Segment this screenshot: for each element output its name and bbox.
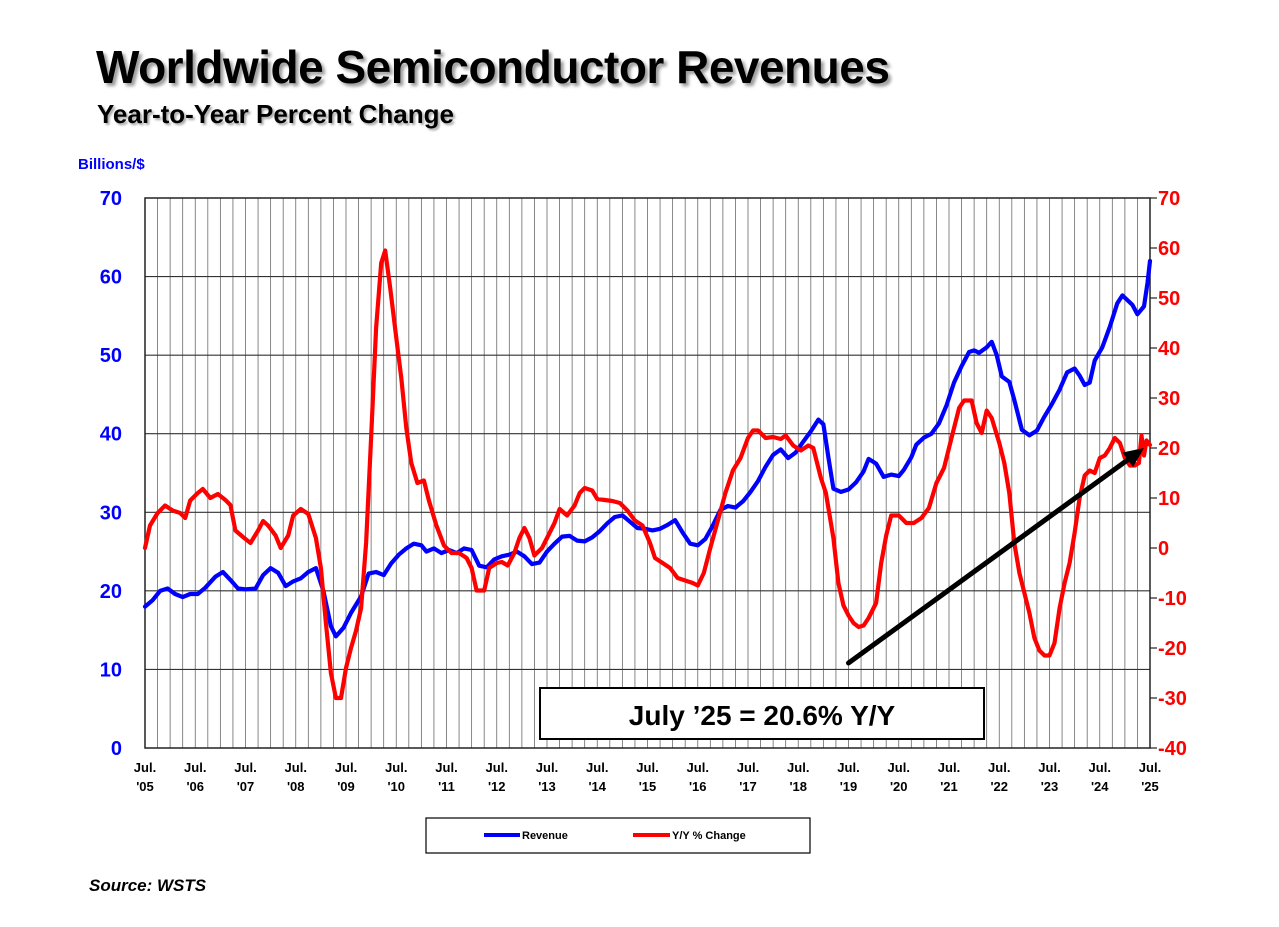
x-axis-ticks: Jul. '05 Jul. '06 Jul. '07 Jul. '08 Jul. '09 Jul. '… <box>134 760 1161 794</box>
x-tick-label-month: Jul. <box>1089 760 1111 775</box>
x-tick-label-month: Jul. <box>134 760 156 775</box>
right-tick-label: 70 <box>1158 188 1180 210</box>
x-tick-label-month: Jul. <box>988 760 1010 775</box>
left-tick-label: 20 <box>100 581 122 603</box>
x-tick-label-year: '25 <box>1141 779 1159 794</box>
x-tick-label-year: '18 <box>789 779 807 794</box>
right-tick-label: 30 <box>1158 388 1180 410</box>
trend-arrow-shaft <box>846 457 1131 666</box>
left-tick-label: 50 <box>100 345 122 367</box>
x-tick-label-year: '24 <box>1091 779 1109 794</box>
right-tick-label: -40 <box>1158 738 1187 760</box>
right-tick-label: 10 <box>1158 488 1180 510</box>
x-tick-label-year: '23 <box>1041 779 1059 794</box>
left-axis-ticks: 0 10 20 30 40 50 60 70 <box>100 188 122 760</box>
x-tick-label-year: '13 <box>538 779 556 794</box>
left-tick-label: 10 <box>100 659 122 681</box>
x-tick-label-year: '12 <box>488 779 506 794</box>
x-tick-label-year: '11 <box>438 779 455 794</box>
source-note: Source: WSTS <box>89 876 207 895</box>
x-tick-label-month: Jul. <box>536 760 558 775</box>
x-tick-label-year: '16 <box>689 779 707 794</box>
left-tick-label: 30 <box>100 502 122 524</box>
left-tick-label: 0 <box>111 738 122 760</box>
x-tick-label-year: '05 <box>136 779 154 794</box>
trend-arrow-head <box>1122 448 1144 467</box>
x-tick-label-month: Jul. <box>787 760 809 775</box>
left-tick-label: 60 <box>100 267 122 289</box>
right-axis-ticks: -40 -30 -20 -10 0 10 20 30 40 50 60 70 <box>1150 188 1187 760</box>
x-tick-label-year: '08 <box>287 779 305 794</box>
x-tick-label-month: Jul. <box>285 760 307 775</box>
x-tick-label-year: '07 <box>237 779 255 794</box>
right-tick-label: -30 <box>1158 688 1187 710</box>
x-tick-label-year: '20 <box>890 779 908 794</box>
x-tick-label-month: Jul. <box>737 760 759 775</box>
x-tick-label-year: '14 <box>588 779 606 794</box>
x-tick-label-year: '19 <box>840 779 858 794</box>
left-tick-label: 40 <box>100 424 122 446</box>
right-tick-label: 40 <box>1158 338 1180 360</box>
x-tick-label-month: Jul. <box>234 760 256 775</box>
legend-yoy-label: Y/Y % Change <box>672 830 746 842</box>
x-tick-label-month: Jul. <box>335 760 357 775</box>
legend: Revenue Y/Y % Change <box>425 817 811 854</box>
x-tick-label-month: Jul. <box>184 760 206 775</box>
revenue-series-line <box>142 258 1153 639</box>
x-tick-label-month: Jul. <box>636 760 658 775</box>
right-tick-label: 50 <box>1158 288 1180 310</box>
x-tick-label-month: Jul. <box>586 760 608 775</box>
x-tick-label-year: '15 <box>639 779 657 794</box>
x-tick-label-month: Jul. <box>1038 760 1060 775</box>
legend-revenue-label: Revenue <box>522 830 568 842</box>
x-tick-label-month: Jul. <box>837 760 859 775</box>
left-axis-label: Billions/$ <box>78 156 145 173</box>
chart-title: Worldwide Semiconductor Revenues <box>96 41 890 93</box>
x-tick-label-year: '21 <box>940 779 958 794</box>
left-tick-label: 70 <box>100 188 122 210</box>
series-lines <box>142 248 1153 701</box>
x-tick-label-year: '06 <box>186 779 204 794</box>
plot-frame <box>144 197 1151 749</box>
right-tick-label: 0 <box>1158 538 1169 560</box>
x-tick-label-month: Jul. <box>888 760 910 775</box>
right-tick-label: -20 <box>1158 638 1187 660</box>
x-tick-label-month: Jul. <box>385 760 407 775</box>
chart-subtitle: Year-to-Year Percent Change <box>97 99 454 129</box>
right-tick-label: 60 <box>1158 238 1180 260</box>
x-tick-label-year: '10 <box>387 779 405 794</box>
x-tick-label-year: '17 <box>739 779 757 794</box>
x-tick-label-year: '09 <box>337 779 355 794</box>
x-tick-label-year: '22 <box>990 779 1008 794</box>
x-tick-label-month: Jul. <box>1139 760 1161 775</box>
right-tick-label: -10 <box>1158 588 1187 610</box>
vertical-grid <box>157 198 1138 748</box>
x-tick-label-month: Jul. <box>486 760 508 775</box>
right-tick-label: 20 <box>1158 438 1180 460</box>
annotation-box: July ’25 = 20.6% Y/Y <box>539 687 985 740</box>
annotation-text: July ’25 = 20.6% Y/Y <box>629 700 896 731</box>
x-tick-label-month: Jul. <box>687 760 709 775</box>
x-tick-label-month: Jul. <box>435 760 457 775</box>
yoy-change-series-line <box>142 248 1153 701</box>
x-tick-label-month: Jul. <box>938 760 960 775</box>
trend-arrow <box>846 448 1144 666</box>
